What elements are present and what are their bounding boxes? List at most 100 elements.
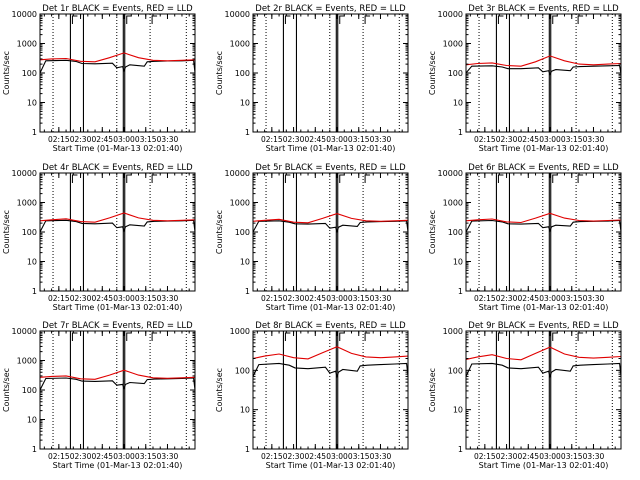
y-axis-label: Counts/sec bbox=[428, 51, 437, 95]
series-line-events bbox=[253, 220, 408, 234]
flag-mark bbox=[126, 15, 132, 24]
y-tick-label: 1 bbox=[245, 445, 250, 454]
y-axis-label: Counts/sec bbox=[2, 210, 11, 254]
flag-mark bbox=[151, 15, 158, 24]
x-tick-label: 03:15 bbox=[135, 135, 157, 144]
x-tick-label: 03:30 bbox=[157, 294, 179, 303]
x-tick-label: 02:30 bbox=[283, 294, 305, 303]
series-line-lld bbox=[253, 346, 408, 360]
y-tick-label: 100 bbox=[22, 228, 37, 237]
x-tick-label: 02:15 bbox=[261, 135, 283, 144]
x-tick-label: 03:00 bbox=[539, 294, 561, 303]
y-tick-label: 100 bbox=[448, 69, 463, 78]
flag-mark bbox=[284, 174, 291, 183]
y-axis-label: Counts/sec bbox=[215, 51, 224, 95]
panel-det-5: 1 10 100 1000 10000 02:15 02:30 02:45 03:00 03:15… bbox=[215, 163, 409, 312]
chart-title: Det 9r BLACK = Events, RED = LLD bbox=[468, 321, 619, 331]
plot-area bbox=[265, 14, 400, 132]
y-axis-label: Counts/sec bbox=[428, 368, 437, 412]
x-axis-label: Start Time (01-Mar-13 02:01:40) bbox=[53, 461, 183, 470]
x-tick-label: 03:15 bbox=[561, 452, 583, 461]
flag-mark bbox=[284, 332, 291, 341]
x-axis-label: Start Time (01-Mar-13 02:01:40) bbox=[53, 303, 183, 312]
y-tick-label: 1000 bbox=[443, 199, 463, 208]
y-tick-label: 1000 bbox=[230, 199, 250, 208]
x-axis-label: Start Time (01-Mar-13 02:01:40) bbox=[266, 461, 396, 470]
x-tick-label: 03:00 bbox=[326, 135, 348, 144]
plot-area bbox=[253, 331, 408, 449]
y-tick-label: 10 bbox=[27, 99, 37, 108]
y-tick-label: 10 bbox=[240, 258, 250, 267]
flag-mark bbox=[339, 332, 345, 341]
chart-title: Det 3r BLACK = Events, RED = LLD bbox=[468, 4, 619, 14]
flag-mark bbox=[497, 15, 504, 24]
flag-mark bbox=[126, 174, 132, 183]
y-tick-label: 1000 bbox=[443, 327, 463, 336]
y-axis-label: Counts/sec bbox=[215, 368, 224, 412]
x-tick-label: 02:45 bbox=[91, 294, 113, 303]
x-tick-label: 02:15 bbox=[48, 135, 70, 144]
flag-mark bbox=[339, 15, 345, 24]
flag-mark bbox=[151, 332, 158, 341]
y-tick-label: 10000 bbox=[438, 169, 463, 178]
y-tick-label: 100 bbox=[22, 69, 37, 78]
x-tick-label: 02:45 bbox=[91, 135, 113, 144]
series-line-events bbox=[40, 59, 195, 74]
plot-area bbox=[466, 331, 621, 449]
x-tick-label: 03:00 bbox=[326, 452, 348, 461]
y-tick-label: 10 bbox=[453, 99, 463, 108]
y-tick-label: 100 bbox=[235, 366, 250, 375]
x-tick-label: 03:30 bbox=[157, 452, 179, 461]
chart-title: Det 7r BLACK = Events, RED = LLD bbox=[42, 321, 193, 331]
y-tick-label: 1 bbox=[458, 287, 463, 296]
y-tick-label: 100 bbox=[235, 228, 250, 237]
x-tick-label: 03:00 bbox=[326, 294, 348, 303]
chart-title: Det 5r BLACK = Events, RED = LLD bbox=[255, 163, 406, 173]
flag-mark bbox=[577, 15, 584, 24]
x-tick-label: 02:30 bbox=[283, 452, 305, 461]
x-tick-label: 03:00 bbox=[113, 294, 135, 303]
flag-mark bbox=[71, 15, 78, 24]
x-tick-label: 02:15 bbox=[261, 294, 283, 303]
x-tick-label: 03:30 bbox=[583, 135, 605, 144]
series-line-events bbox=[40, 377, 195, 391]
x-tick-label: 03:00 bbox=[539, 452, 561, 461]
chart-title: Det 1r BLACK = Events, RED = LLD bbox=[42, 4, 193, 14]
y-axis-label: Counts/sec bbox=[2, 368, 11, 412]
flag-mark bbox=[552, 15, 558, 24]
x-tick-label: 03:15 bbox=[348, 294, 370, 303]
plot-frame bbox=[39, 172, 196, 292]
x-tick-label: 02:30 bbox=[70, 294, 92, 303]
panel-det-7: 1 10 100 1000 10000 02:15 02:30 02:45 03:00 03:15… bbox=[2, 321, 196, 470]
x-tick-label: 02:45 bbox=[91, 452, 113, 461]
flag-mark bbox=[552, 174, 558, 183]
y-tick-label: 10 bbox=[240, 406, 250, 415]
x-tick-label: 03:00 bbox=[113, 452, 135, 461]
panel-det-3: 1 10 100 1000 10000 02:15 02:30 02:45 03:00 03:15… bbox=[428, 4, 622, 153]
x-axis-label: Start Time (01-Mar-13 02:01:40) bbox=[479, 461, 609, 470]
plot-frame bbox=[252, 172, 409, 292]
flag-mark bbox=[364, 332, 371, 341]
y-tick-label: 1 bbox=[245, 287, 250, 296]
x-tick-label: 03:15 bbox=[348, 135, 370, 144]
flag-mark bbox=[284, 15, 291, 24]
x-tick-label: 03:15 bbox=[561, 135, 583, 144]
series-line-lld bbox=[253, 213, 408, 224]
series-line-events bbox=[466, 219, 621, 233]
y-tick-label: 1000 bbox=[443, 40, 463, 49]
x-tick-label: 02:15 bbox=[474, 135, 496, 144]
x-tick-label: 02:45 bbox=[304, 135, 326, 144]
plot-frame bbox=[39, 330, 196, 450]
x-axis-label: Start Time (01-Mar-13 02:01:40) bbox=[479, 144, 609, 153]
x-tick-label: 02:30 bbox=[70, 452, 92, 461]
plot-area bbox=[466, 14, 621, 132]
x-tick-label: 02:45 bbox=[517, 452, 539, 461]
flag-mark bbox=[577, 174, 584, 183]
x-tick-label: 03:30 bbox=[370, 135, 392, 144]
series-line-events bbox=[253, 362, 408, 379]
y-tick-label: 1000 bbox=[17, 40, 37, 49]
plot-area bbox=[40, 173, 195, 291]
y-tick-label: 100 bbox=[448, 228, 463, 237]
y-tick-label: 10000 bbox=[12, 10, 37, 19]
series-line-lld bbox=[40, 369, 195, 380]
